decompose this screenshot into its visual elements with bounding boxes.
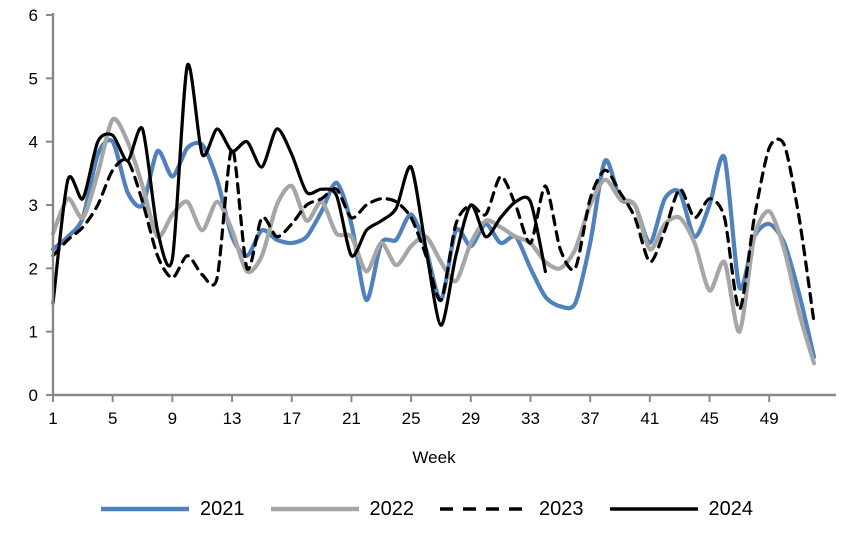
x-axis-title: Week	[412, 448, 456, 467]
legend-label-2023: 2023	[539, 498, 584, 520]
x-tick-label: 21	[342, 409, 361, 428]
legend-item-2022: 2022	[269, 498, 415, 520]
y-tick-label: 2	[29, 259, 38, 278]
legend-line-sample-2023	[438, 498, 530, 520]
series-line-2024	[51, 62, 547, 327]
legend-line-sample-2022	[269, 498, 361, 520]
legend-item-2024: 2024	[608, 498, 754, 520]
x-tick-label: 13	[223, 409, 242, 428]
legend-line-glyph-2024	[609, 507, 698, 511]
y-tick-label: 5	[29, 69, 38, 88]
y-tick-label: 4	[29, 133, 38, 152]
legend-label-2024: 2024	[708, 498, 754, 520]
series-lines	[50, 62, 817, 366]
legend-line-sample-2024	[608, 498, 700, 520]
y-tick-label: 6	[29, 6, 38, 25]
legend: 2021 2022 2023 2024	[0, 489, 852, 529]
x-tick-label: 37	[581, 409, 600, 428]
x-tick-label: 49	[760, 409, 779, 428]
x-tick-label: 1	[48, 409, 57, 428]
series-line-2022	[50, 116, 817, 366]
legend-item-2023: 2023	[438, 498, 584, 520]
legend-line-glyph-2022	[270, 506, 359, 512]
x-tick-label: 33	[521, 409, 540, 428]
x-tick-label: 45	[700, 409, 719, 428]
series-line-2023	[51, 137, 816, 324]
y-tick-label: 3	[29, 196, 38, 215]
legend-label-2022: 2022	[369, 498, 415, 520]
x-tick-label: 9	[168, 409, 177, 428]
x-tick-label: 5	[108, 409, 117, 428]
axes	[46, 13, 836, 402]
legend-label-2021: 2021	[200, 498, 245, 520]
legend-line-sample-2021	[99, 498, 191, 520]
x-tick-label: 25	[402, 409, 421, 428]
x-tick-label: 17	[282, 409, 301, 428]
y-tick-label: 1	[29, 323, 38, 342]
x-tick-label: 29	[461, 409, 480, 428]
x-tick-label: 41	[640, 409, 659, 428]
legend-line-glyph-2023	[440, 507, 528, 511]
y-tick-label: 0	[29, 386, 38, 405]
legend-line-glyph-2021	[101, 506, 189, 512]
legend-item-2021: 2021	[99, 498, 245, 520]
